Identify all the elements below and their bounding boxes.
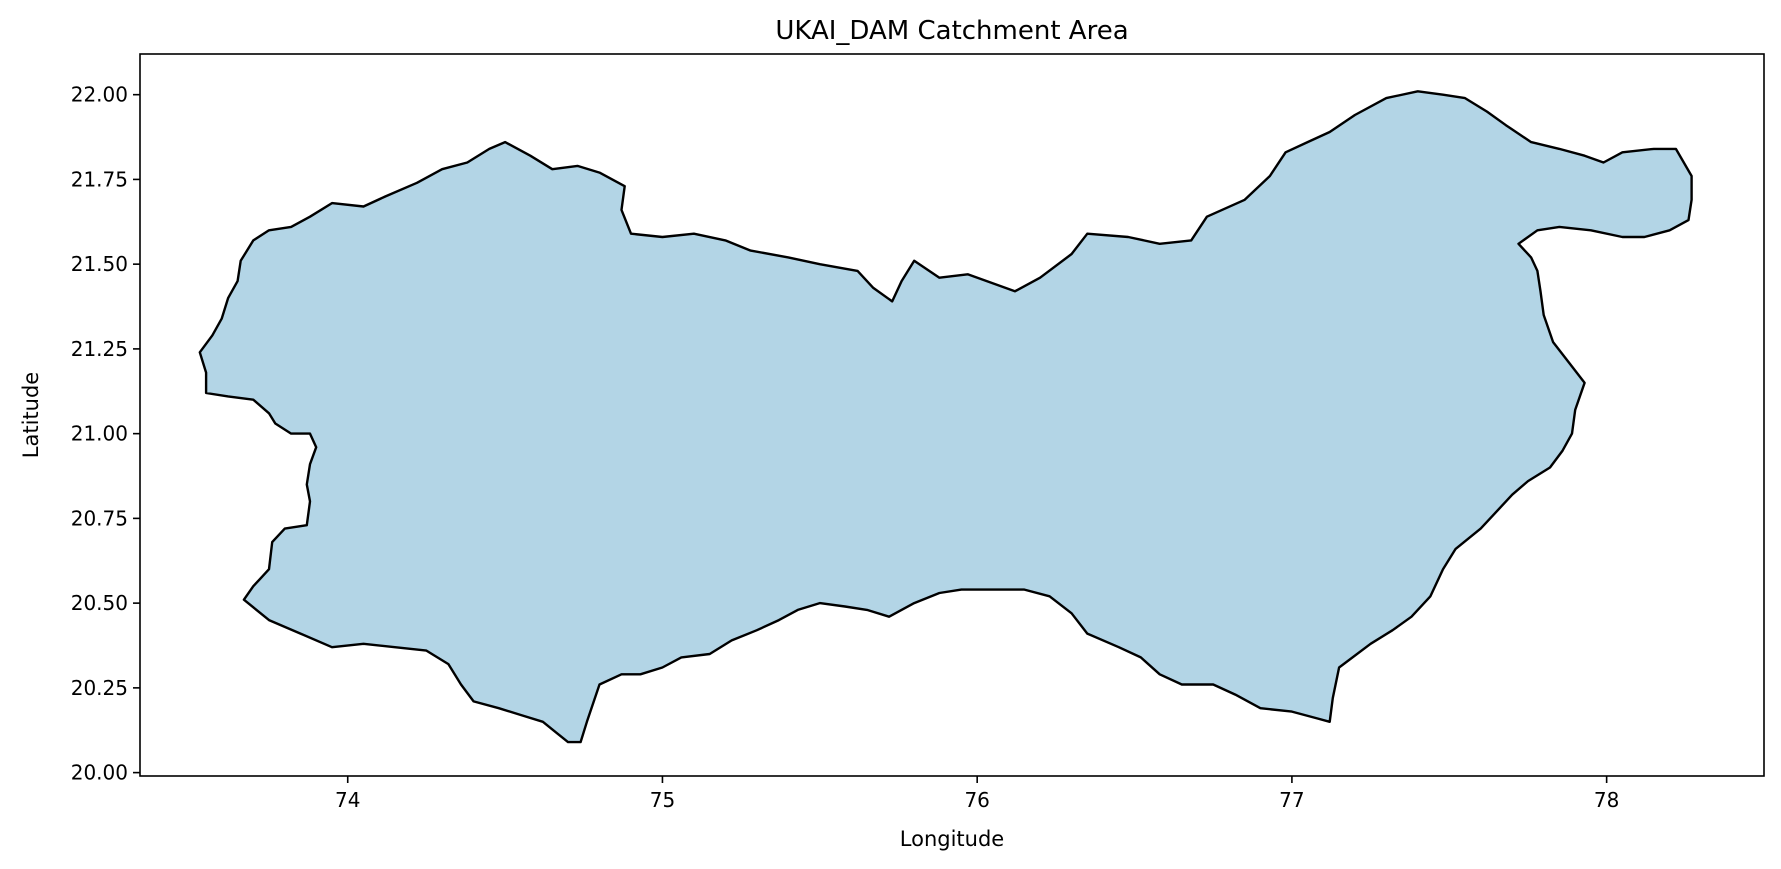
- plot-area: [139, 53, 1765, 777]
- y-tick-label: 21.50: [71, 252, 128, 276]
- x-tick-label: 76: [964, 788, 989, 812]
- x-tick-label: 75: [650, 788, 675, 812]
- y-tick-label: 21.25: [71, 337, 128, 361]
- x-tick-label: 77: [1279, 788, 1304, 812]
- x-tick-label: 74: [335, 788, 360, 812]
- y-tick-label: 20.50: [71, 591, 128, 615]
- plot-frame: [139, 53, 1765, 777]
- y-tick-label: 20.25: [71, 676, 128, 700]
- y-tick-label: 21.00: [71, 422, 128, 446]
- y-tick-label: 21.75: [71, 167, 128, 191]
- x-axis-label: Longitude: [900, 827, 1004, 851]
- chart-title: UKAI_DAM Catchment Area: [775, 16, 1128, 46]
- y-tick-label: 20.00: [71, 761, 128, 785]
- catchment-boundary: [198, 90, 1693, 744]
- y-axis-label: Latitude: [19, 372, 43, 458]
- x-tick-label: 78: [1594, 788, 1619, 812]
- y-tick-label: 20.75: [71, 506, 128, 530]
- y-axis: 20.00 20.25 20.50 20.75 21.00 21.25 21.50 21.75…: [71, 83, 140, 785]
- x-axis: 74 75 76 77 78: [335, 776, 1619, 812]
- y-tick-label: 22.00: [71, 83, 128, 107]
